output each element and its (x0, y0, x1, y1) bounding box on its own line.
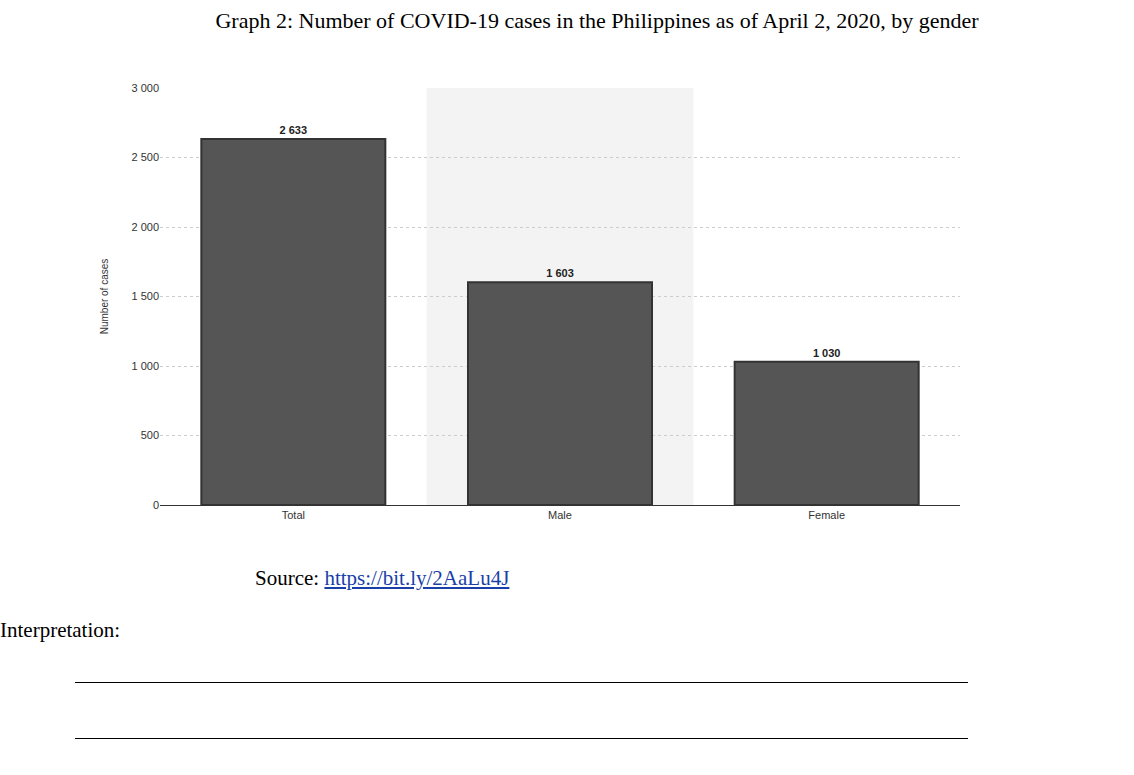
svg-text:1 000: 1 000 (131, 360, 159, 372)
svg-text:2 000: 2 000 (131, 221, 159, 233)
svg-text:500: 500 (141, 429, 159, 441)
svg-text:Female: Female (808, 509, 845, 521)
svg-text:1 500: 1 500 (131, 290, 159, 302)
svg-text:Total: Total (282, 509, 305, 521)
html-text:Source: https://bit.ly/2AaLu4J: Source: https://bit.ly/2AaLu4J (255, 566, 510, 590)
svg-text:1 603: 1 603 (546, 267, 574, 279)
svg-text:2 633: 2 633 (280, 124, 308, 136)
html-text:Graph 2: Number of COVID-19 ca: Graph 2: Number of COVID-19 cases in the… (215, 8, 979, 33)
svg-text:Number of cases: Number of cases (99, 259, 110, 335)
html-text:Interpretation:: Interpretation: (0, 618, 121, 642)
svg-text:0: 0 (153, 499, 159, 511)
svg-text:2 500: 2 500 (131, 151, 159, 163)
svg-text:Male: Male (548, 509, 572, 521)
svg-text:3 000: 3 000 (131, 82, 159, 94)
svg-text:1 030: 1 030 (813, 347, 841, 359)
